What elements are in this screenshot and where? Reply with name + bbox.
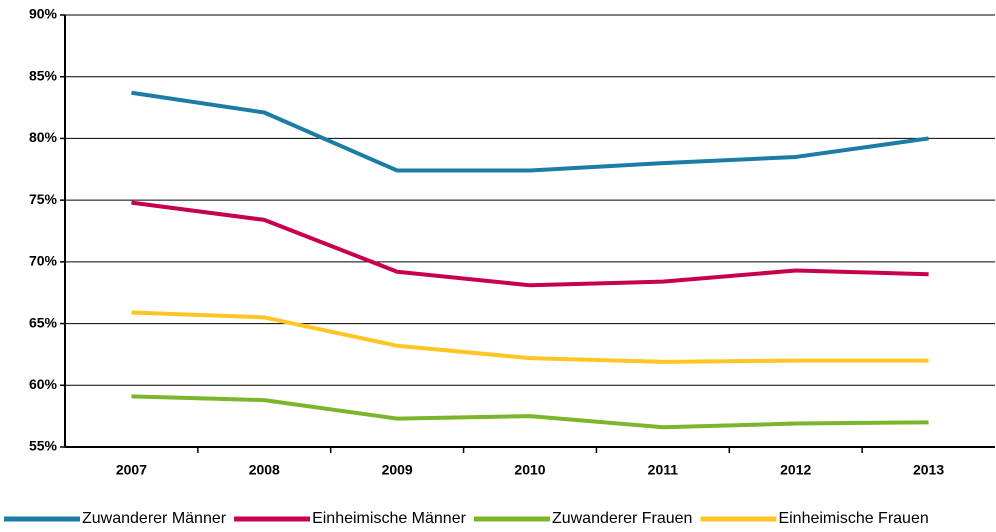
series-line <box>131 200 929 288</box>
x-tick-label: 2011 <box>648 462 679 478</box>
x-tick-label: 2008 <box>249 462 280 478</box>
y-tick-label: 65% <box>29 314 58 330</box>
x-tick-label: 2012 <box>780 462 811 478</box>
legend-label: Einheimische Männer <box>312 510 467 527</box>
y-tick-label: 85% <box>29 67 58 83</box>
x-tick-label: 2010 <box>514 462 545 478</box>
legend-label: Einheimische Frauen <box>778 510 928 527</box>
y-tick-label: 80% <box>29 129 58 145</box>
x-tick-label: 2007 <box>116 462 147 478</box>
y-tick-label: 55% <box>29 438 58 454</box>
legend-label: Zuwanderer Frauen <box>552 510 693 527</box>
series-line <box>131 394 929 430</box>
x-tick-label: 2009 <box>382 462 413 478</box>
legend-label: Zuwanderer Männer <box>82 510 227 527</box>
y-tick-label: 90% <box>29 6 58 22</box>
series-line <box>131 90 929 173</box>
y-tick-label: 70% <box>29 253 58 269</box>
y-tick-label: 75% <box>29 191 58 207</box>
y-tick-label: 60% <box>29 376 58 392</box>
series-line <box>131 310 929 364</box>
x-tick-label: 2013 <box>913 462 944 478</box>
